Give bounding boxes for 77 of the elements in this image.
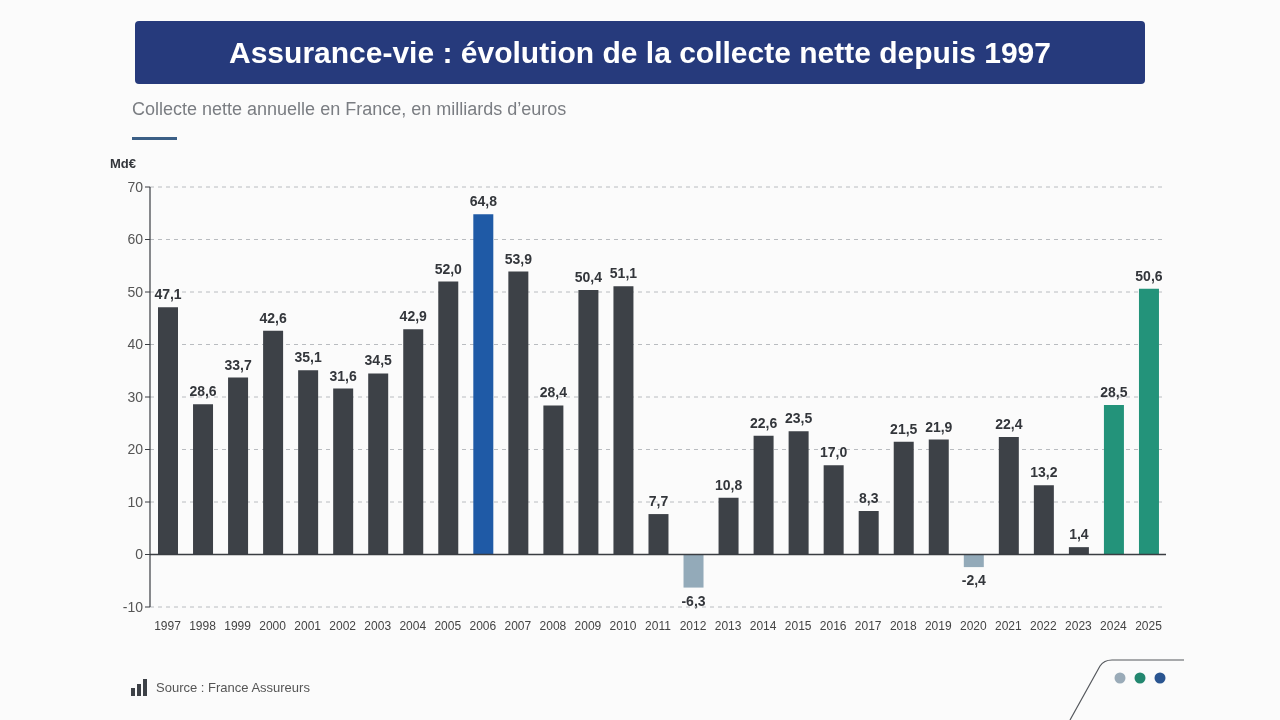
- x-tick-label: 2000: [259, 618, 287, 633]
- x-tick-label: 2010: [609, 618, 637, 633]
- title-banner: Assurance-vie : évolution de la collecte nette depuis 1997: [135, 21, 1145, 84]
- x-tick-label: 2006: [469, 618, 497, 633]
- data-label: 21,9: [925, 418, 953, 435]
- bar: [963, 554, 984, 568]
- x-tick-label: 1997: [154, 618, 182, 633]
- data-label: 17,0: [820, 444, 848, 461]
- x-tick-label: 2008: [539, 618, 567, 633]
- data-label: 64,8: [469, 193, 498, 210]
- x-tick-label: 2018: [889, 618, 917, 633]
- bar: [683, 554, 704, 588]
- chart-title: Assurance-vie : évolution de la collecte nette depuis 1997: [229, 35, 1051, 70]
- y-tick-label: 20: [127, 441, 144, 458]
- data-label: 21,5: [890, 420, 918, 437]
- x-tick-label: 2005: [434, 618, 462, 633]
- x-tick-label: 2004: [399, 618, 427, 633]
- x-tick-label: 2015: [784, 618, 812, 633]
- data-label: 42,9: [399, 308, 428, 325]
- y-axis-title: Md€: [110, 156, 136, 171]
- y-tick-label: 30: [127, 388, 144, 405]
- x-tick-label: 2001: [294, 618, 322, 633]
- data-label: 51,1: [609, 265, 638, 282]
- x-tick-label: 2021: [994, 618, 1023, 633]
- data-label: 1,4: [1069, 526, 1089, 543]
- x-tick-label: 2009: [574, 618, 602, 633]
- data-label: 22,6: [749, 414, 778, 431]
- bar: [473, 214, 494, 555]
- x-tick-label: 2017: [854, 618, 882, 633]
- y-tick-label: 50: [127, 283, 144, 300]
- chart-subtitle: Collecte nette annuelle en France, en milliards d’euros: [132, 99, 567, 119]
- x-tick-label: 2014: [749, 618, 777, 633]
- x-tick-label: 2025: [1135, 618, 1163, 633]
- data-label: 31,6: [329, 367, 358, 384]
- bar: [1103, 404, 1124, 555]
- data-label: 33,7: [224, 356, 252, 373]
- y-tick-label: 40: [127, 336, 144, 353]
- y-tick-label: 70: [127, 178, 144, 195]
- data-label: 34,5: [364, 352, 393, 369]
- x-tick-label: 2023: [1065, 618, 1093, 633]
- x-tick-label: 2024: [1100, 618, 1128, 633]
- x-tick-label: 2002: [329, 618, 357, 633]
- data-label: 28,5: [1100, 383, 1128, 400]
- data-label: 35,1: [294, 349, 322, 366]
- x-tick-label: 2011: [645, 618, 672, 633]
- x-tick-label: 1999: [224, 618, 252, 633]
- data-label: 8,3: [858, 489, 879, 506]
- data-label: 52,0: [434, 260, 463, 277]
- data-label: 28,6: [189, 383, 217, 400]
- y-tick-label: 10: [127, 493, 144, 510]
- x-tick-label: 2016: [819, 618, 847, 633]
- x-tick-label: 2007: [504, 618, 532, 633]
- data-label: 53,9: [504, 250, 533, 267]
- data-label: 47,1: [154, 286, 182, 303]
- x-tick-label: 2022: [1030, 618, 1058, 633]
- data-label: -6,3: [681, 592, 706, 609]
- data-label: 10,8: [714, 476, 743, 493]
- source-note: Source : France Assureurs: [156, 680, 310, 695]
- y-tick-label: 0: [135, 546, 144, 563]
- y-tick-label: 60: [127, 231, 144, 248]
- x-tick-label: 2003: [364, 618, 392, 633]
- data-label: 7,7: [648, 493, 669, 510]
- x-tick-label: 2013: [714, 618, 742, 633]
- x-tick-label: 2012: [679, 618, 707, 633]
- data-label: 50,4: [574, 268, 603, 285]
- data-label: 50,6: [1135, 267, 1163, 284]
- data-label: 42,6: [259, 309, 287, 326]
- data-label: 28,4: [539, 384, 568, 401]
- data-label: -2,4: [961, 572, 987, 589]
- data-label: 13,2: [1030, 464, 1058, 481]
- data-label: 23,5: [785, 410, 813, 427]
- y-tick-label: -10: [122, 598, 144, 615]
- x-tick-label: 2019: [924, 618, 952, 633]
- data-label: 22,4: [995, 415, 1023, 432]
- x-tick-label: 1998: [189, 618, 217, 633]
- x-tick-label: 2020: [959, 618, 987, 633]
- bar: [1138, 288, 1159, 555]
